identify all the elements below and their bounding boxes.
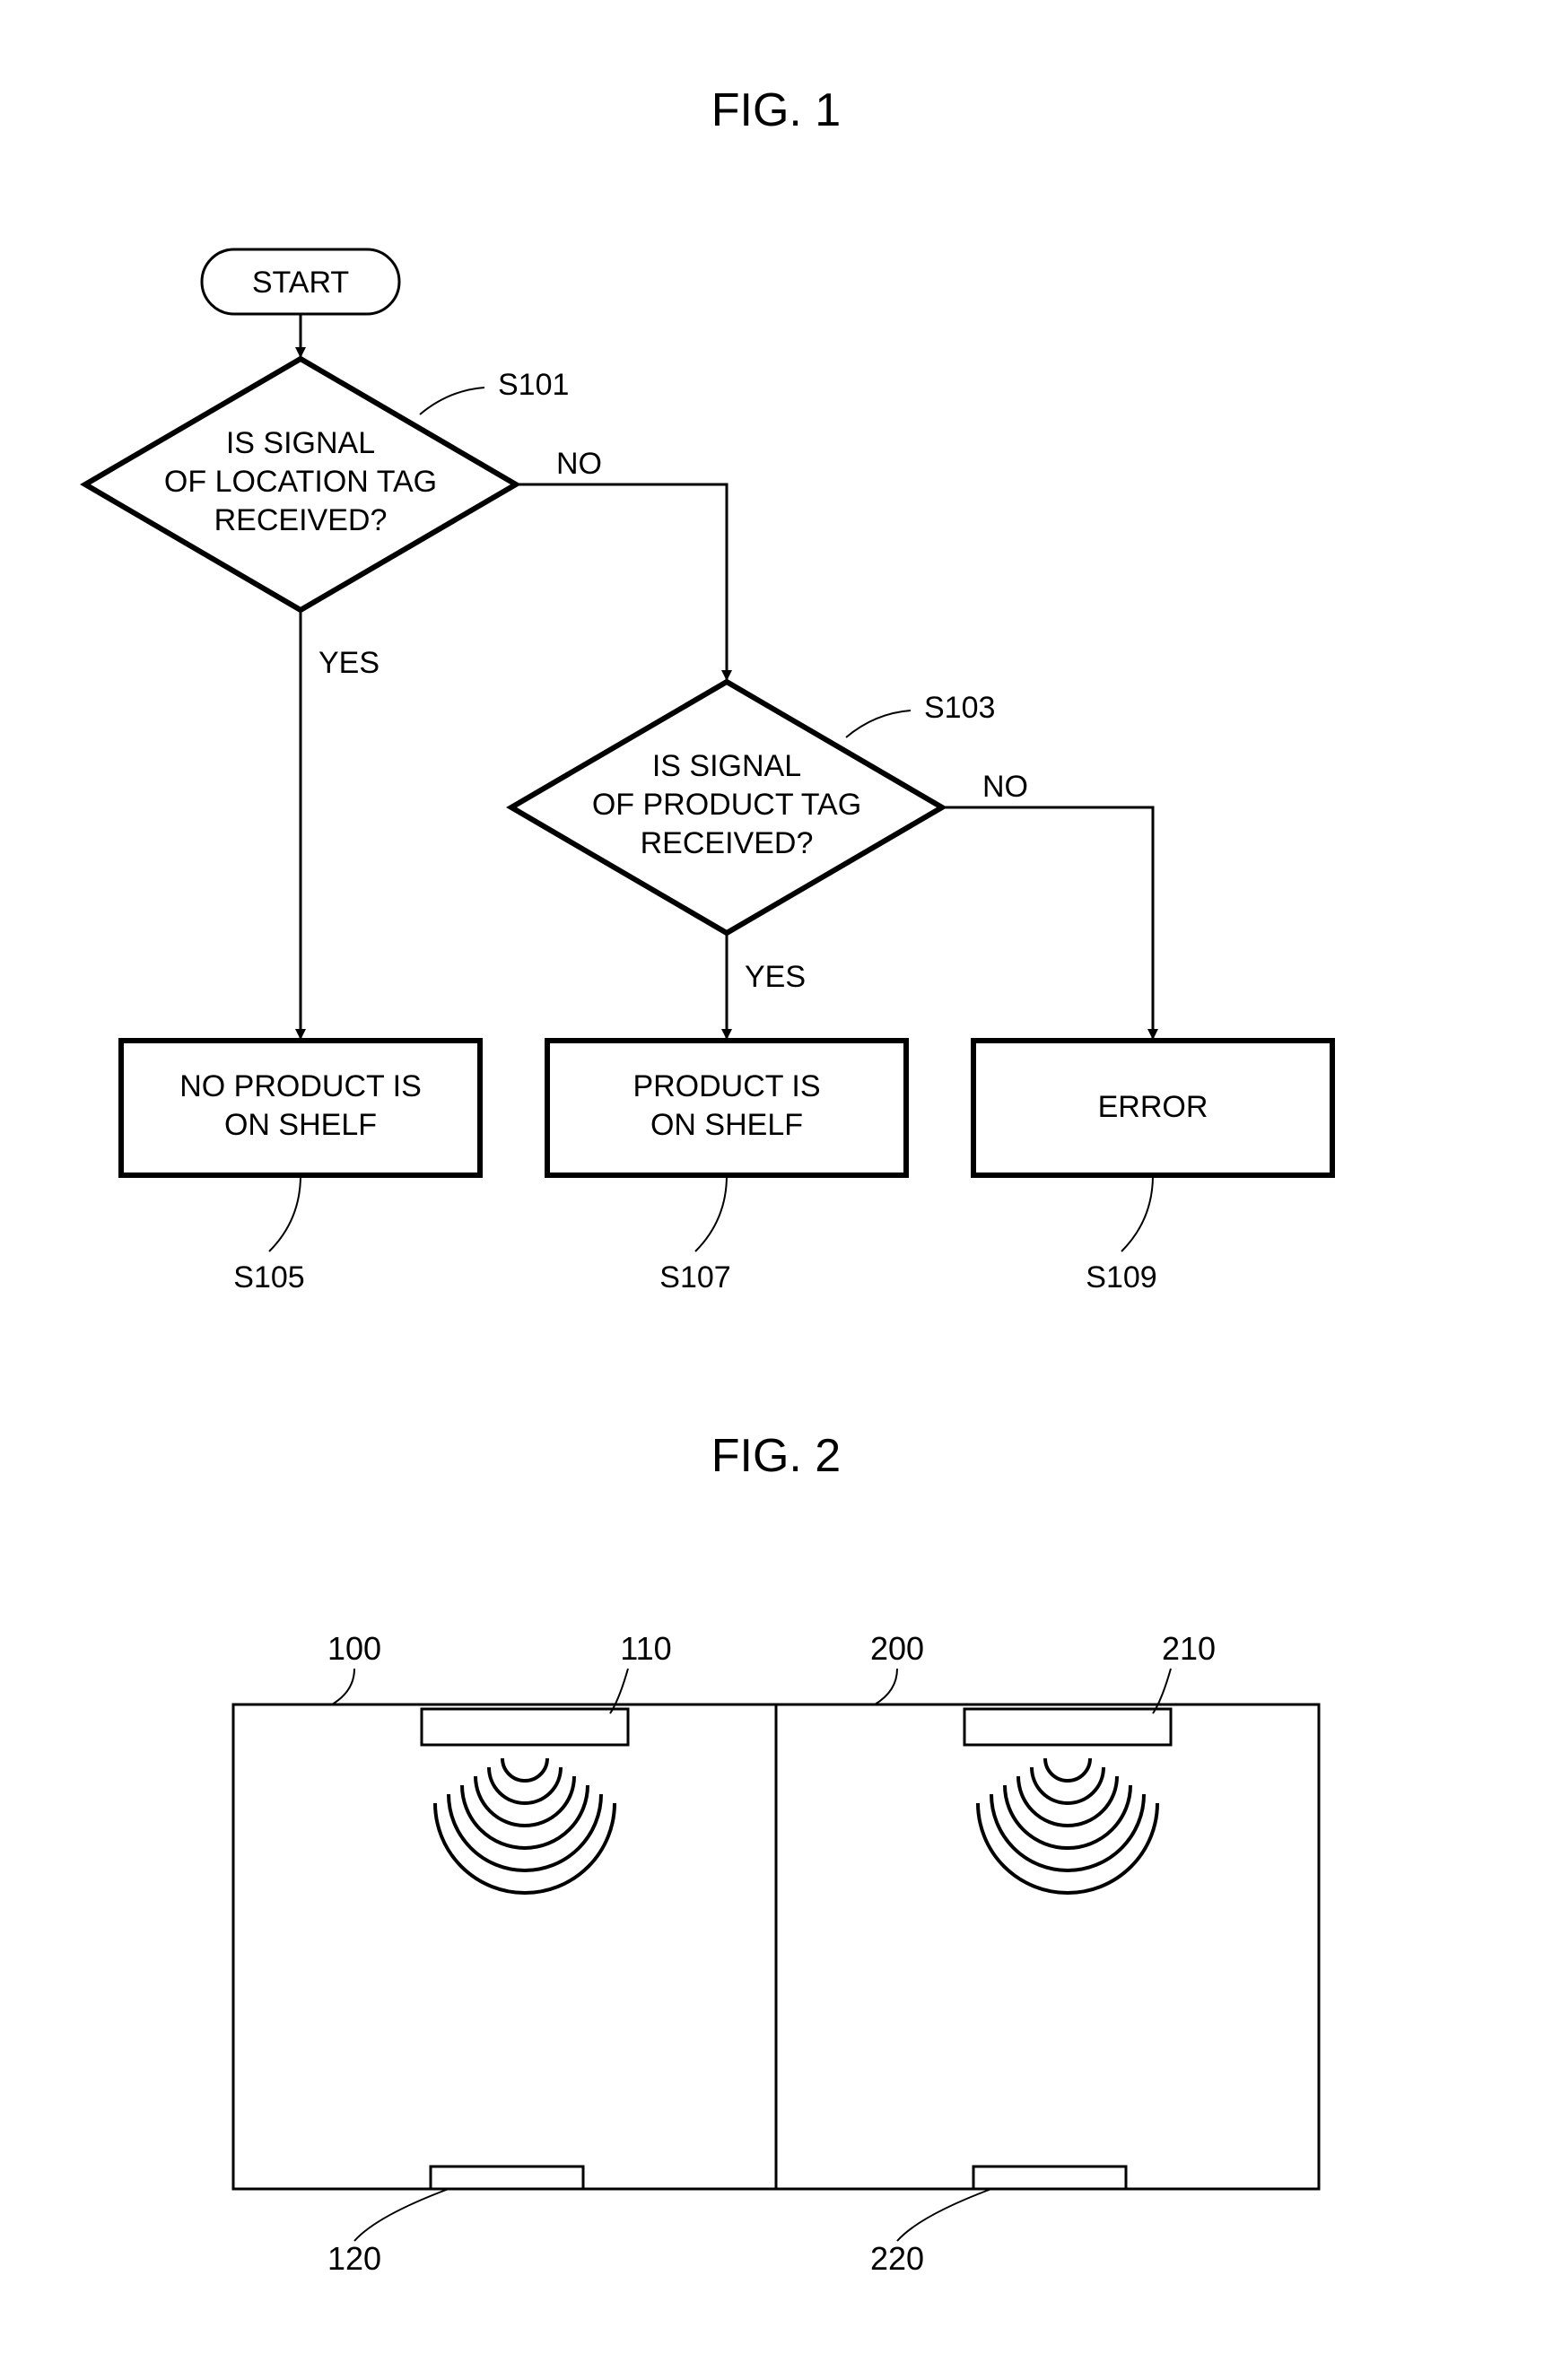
edge-d1-no	[516, 484, 727, 680]
signal-arcs-right	[978, 1758, 1157, 1893]
b1-line2: ON SHELF	[224, 1108, 377, 1142]
tag-220	[973, 2166, 1126, 2189]
leader-110	[610, 1669, 628, 1713]
b3-ref-leader	[1121, 1175, 1153, 1251]
d1-ref-leader	[420, 388, 484, 414]
label-210: 210	[1162, 1630, 1216, 1667]
box-product: PRODUCT IS ON SHELF	[547, 1041, 906, 1175]
box-error: ERROR	[973, 1041, 1332, 1175]
b2-ref: S107	[659, 1260, 730, 1295]
d2-line2: OF PRODUCT TAG	[592, 788, 861, 822]
d1-line1: IS SIGNAL	[226, 426, 375, 460]
d2-yes-label: YES	[745, 960, 806, 994]
d2-line3: RECEIVED?	[641, 826, 814, 860]
label-110: 110	[620, 1630, 671, 1667]
d2-ref: S103	[924, 691, 995, 725]
box-no-product: NO PRODUCT IS ON SHELF	[121, 1041, 480, 1175]
label-120: 120	[327, 2240, 381, 2277]
leader-120	[354, 2189, 449, 2241]
reader-210	[964, 1709, 1171, 1745]
b3-line1: ERROR	[1098, 1090, 1208, 1124]
d2-line1: IS SIGNAL	[652, 749, 801, 783]
d1-line2: OF LOCATION TAG	[164, 465, 437, 499]
b2-ref-leader	[695, 1175, 727, 1251]
start-label: START	[252, 266, 349, 300]
start-node: START	[202, 249, 399, 314]
label-100: 100	[327, 1630, 381, 1667]
fig1-title: FIG. 1	[711, 84, 841, 136]
b2-line2: ON SHELF	[650, 1108, 803, 1142]
b1-ref: S105	[233, 1260, 304, 1295]
fig2-title: FIG. 2	[711, 1430, 841, 1482]
d1-ref: S101	[498, 368, 569, 402]
d2-ref-leader	[846, 711, 911, 737]
page: FIG. 1 START IS SIGNAL OF LOCATION TAG R…	[0, 0, 1553, 2380]
b3-ref: S109	[1086, 1260, 1156, 1295]
d1-no-label: NO	[556, 447, 602, 481]
decision-1: IS SIGNAL OF LOCATION TAG RECEIVED?	[85, 359, 516, 610]
b1-ref-leader	[269, 1175, 301, 1251]
reader-110	[422, 1709, 628, 1745]
tag-120	[431, 2166, 583, 2189]
leader-200	[875, 1669, 897, 1704]
diagram-svg: FIG. 1 START IS SIGNAL OF LOCATION TAG R…	[0, 0, 1553, 2380]
d2-no-label: NO	[982, 770, 1028, 804]
edge-d2-no	[942, 807, 1153, 1039]
decision-2: IS SIGNAL OF PRODUCT TAG RECEIVED?	[511, 682, 942, 933]
b1-line1: NO PRODUCT IS	[179, 1069, 422, 1103]
d1-line3: RECEIVED?	[214, 503, 388, 537]
leader-220	[897, 2189, 991, 2241]
b2-line1: PRODUCT IS	[633, 1069, 820, 1103]
leader-210	[1153, 1669, 1171, 1713]
leader-100	[332, 1669, 354, 1704]
signal-arcs-left	[435, 1758, 615, 1893]
label-200: 200	[870, 1630, 924, 1667]
d1-yes-label: YES	[318, 646, 380, 680]
label-220: 220	[870, 2240, 924, 2277]
